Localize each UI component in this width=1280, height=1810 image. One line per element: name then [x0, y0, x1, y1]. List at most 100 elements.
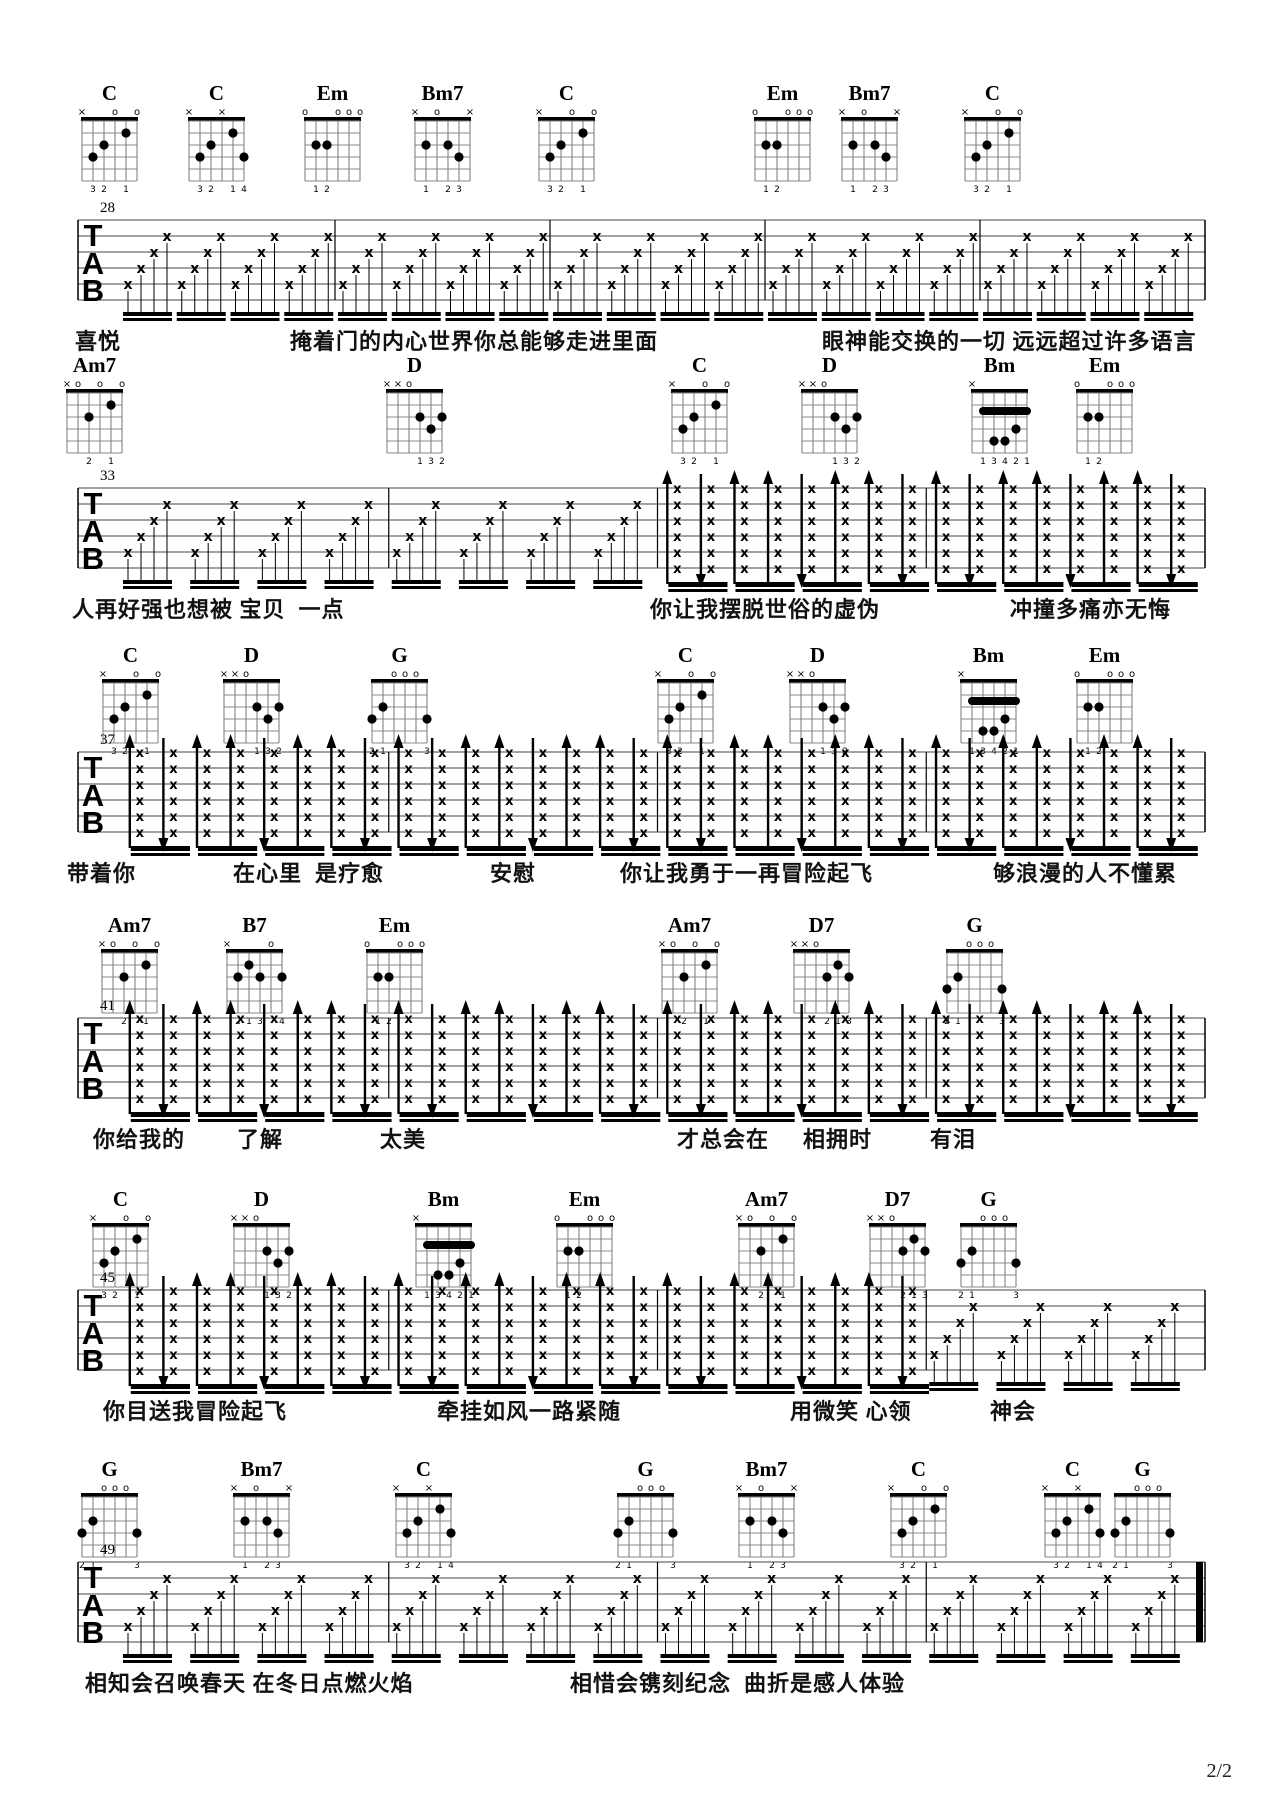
svg-text:x: x	[975, 514, 984, 529]
svg-text:x: x	[740, 1348, 749, 1363]
svg-text:x: x	[337, 826, 346, 841]
svg-text:x: x	[606, 746, 615, 761]
svg-text:x: x	[875, 1284, 884, 1299]
svg-text:o: o	[988, 939, 994, 950]
svg-text:x: x	[687, 1587, 696, 1603]
svg-text:C: C	[678, 646, 693, 667]
svg-text:x: x	[136, 1332, 145, 1347]
svg-text:x: x	[1177, 746, 1186, 761]
chord-diagram-G: Go o o2 1 3	[1110, 1457, 1175, 1571]
svg-text:x: x	[606, 1332, 615, 1347]
svg-text:x: x	[236, 1300, 245, 1315]
svg-text:x: x	[902, 1571, 911, 1587]
svg-text:x: x	[304, 778, 313, 793]
tab-clef: TAB	[82, 218, 104, 308]
svg-text:x: x	[236, 1028, 245, 1043]
svg-text:x: x	[908, 1044, 917, 1059]
svg-text:x: x	[707, 1028, 716, 1043]
svg-text:1: 1	[1123, 1561, 1129, 1571]
svg-text:x: x	[908, 546, 917, 561]
svg-text:x: x	[1143, 810, 1152, 825]
svg-text:1: 1	[911, 1291, 917, 1301]
svg-text:x: x	[807, 1364, 816, 1379]
svg-text:x: x	[505, 762, 514, 777]
svg-text:x: x	[579, 245, 588, 261]
svg-text:o: o	[995, 107, 1001, 118]
lyric-segment: 掩着门的内心世界你总能够走进里面	[290, 329, 659, 354]
svg-text:o: o	[1074, 379, 1080, 390]
svg-text:x: x	[270, 794, 279, 809]
svg-text:x: x	[1103, 1299, 1112, 1315]
svg-text:o: o	[758, 1483, 764, 1494]
svg-text:x: x	[1009, 1076, 1018, 1091]
svg-text:x: x	[774, 1316, 783, 1331]
svg-text:o: o	[406, 379, 412, 390]
svg-text:x: x	[592, 229, 601, 245]
svg-text:x: x	[606, 1076, 615, 1091]
svg-text:x: x	[169, 746, 178, 761]
svg-text:x: x	[673, 794, 682, 809]
svg-text:2: 2	[681, 1017, 687, 1027]
svg-text:o: o	[1118, 379, 1124, 390]
svg-text:x: x	[754, 229, 763, 245]
svg-text:o: o	[714, 939, 720, 950]
svg-text:x: x	[337, 1044, 346, 1059]
chord-diagram-Am7: Am7× o o o 2 1	[98, 913, 160, 1027]
svg-text:x: x	[337, 810, 346, 825]
svg-text:x: x	[258, 545, 267, 561]
svg-text:Bm: Bm	[428, 1190, 460, 1211]
svg-text:x: x	[807, 810, 816, 825]
svg-text:x: x	[404, 1076, 413, 1091]
svg-text:x: x	[956, 245, 965, 261]
svg-text:x: x	[270, 229, 279, 245]
svg-text:x: x	[1043, 826, 1052, 841]
svg-text:x: x	[1110, 482, 1119, 497]
svg-text:x: x	[1177, 562, 1186, 577]
svg-text:x: x	[572, 1012, 581, 1027]
svg-text:4: 4	[279, 1017, 285, 1027]
svg-text:x: x	[540, 529, 549, 545]
svg-text:x: x	[807, 1316, 816, 1331]
svg-text:x: x	[942, 1044, 951, 1059]
svg-text:B7: B7	[242, 916, 267, 937]
svg-text:x: x	[774, 1092, 783, 1107]
svg-text:1: 1	[242, 1561, 248, 1571]
svg-text:x: x	[841, 778, 850, 793]
svg-text:x: x	[774, 546, 783, 561]
svg-text:x: x	[1110, 826, 1119, 841]
svg-text:x: x	[505, 746, 514, 761]
svg-text:o: o	[921, 1483, 927, 1494]
svg-text:x: x	[169, 1060, 178, 1075]
svg-text:x: x	[169, 1300, 178, 1315]
svg-text:T: T	[84, 486, 103, 521]
svg-text:3: 3	[404, 1561, 410, 1571]
svg-text:x: x	[606, 1092, 615, 1107]
svg-text:x: x	[438, 1332, 447, 1347]
svg-text:x: x	[875, 810, 884, 825]
svg-text:x: x	[633, 245, 642, 261]
svg-text:x: x	[203, 1364, 212, 1379]
tab-staff-row: T A B 28 x x x x x x x x x x x x x x x x x x x x x x x x x x x x x x x x x x x…	[0, 198, 1280, 353]
svg-text:x: x	[304, 826, 313, 841]
svg-text:x: x	[304, 1060, 313, 1075]
svg-text:x: x	[1009, 1044, 1018, 1059]
svg-text:Am7: Am7	[73, 356, 116, 377]
svg-text:x: x	[646, 229, 655, 245]
svg-text:x: x	[472, 245, 481, 261]
svg-text:x: x	[774, 762, 783, 777]
svg-text:Bm: Bm	[973, 646, 1005, 667]
svg-text:x: x	[1110, 810, 1119, 825]
svg-text:x: x	[203, 810, 212, 825]
svg-text:x: x	[640, 1316, 649, 1331]
svg-text:x: x	[304, 794, 313, 809]
svg-text:x: x	[1143, 778, 1152, 793]
chord: Bm7 × o × 1 2 3	[733, 1457, 809, 1577]
svg-text:x: x	[236, 1060, 245, 1075]
svg-text:x: x	[807, 826, 816, 841]
svg-text:2: 2	[854, 457, 860, 467]
svg-text:x: x	[472, 1348, 481, 1363]
